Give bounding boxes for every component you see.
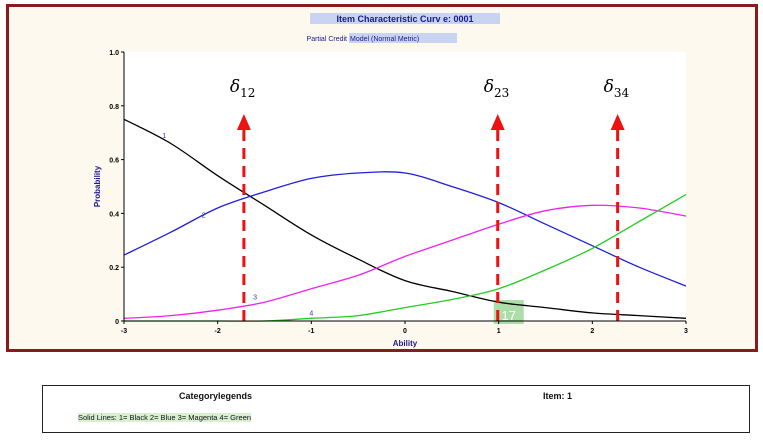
threshold-label-23: δ23: [484, 77, 510, 100]
x-axis-label: Ability: [393, 339, 418, 348]
y-tick-label: 0.4: [109, 211, 119, 218]
x-tick-label: -1: [308, 328, 314, 335]
title-highlight: [310, 13, 500, 24]
y-tick-label: 1.0: [109, 50, 119, 57]
y-axis-label: Probability: [93, 165, 102, 207]
subtitle-highlight: [349, 33, 457, 43]
x-tick-label: -3: [121, 328, 127, 335]
y-tick-label: 0.8: [109, 104, 119, 111]
plot-area: [124, 52, 686, 321]
threshold-arrowhead-12: [236, 114, 251, 130]
x-tick-label: 0: [403, 328, 407, 335]
y-tick-label: 0: [115, 319, 119, 326]
chart-title: Item Characteristic Curv e: 0001: [336, 14, 473, 24]
page-marker-label: 17: [501, 308, 515, 323]
series-label-3: 3: [253, 294, 257, 301]
y-tick-label: 0.2: [109, 265, 119, 272]
threshold-label-12: δ12: [230, 77, 256, 100]
x-tick-label: 3: [684, 328, 688, 335]
series-label-4: 4: [309, 311, 313, 318]
series-line-1: [123, 118, 687, 319]
category-legend-panel: Categorylegends Item: 1 Solid Lines: 1= …: [42, 385, 750, 433]
threshold-arrowhead-23: [490, 114, 505, 130]
legend-item-label: Item: 1: [543, 391, 573, 401]
chart-subtitle-part1: Partial Credit: [307, 36, 348, 43]
x-tick-label: -2: [215, 328, 221, 335]
threshold-arrowhead-34: [610, 114, 625, 130]
x-tick-label: 2: [590, 328, 594, 335]
legend-text: Solid Lines: 1= Black 2= Blue 3= Magenta…: [78, 413, 252, 422]
series-line-3: [123, 204, 687, 319]
y-tick-label: 0.6: [109, 158, 119, 165]
legend-title: Categorylegends: [179, 391, 253, 401]
item-characteristic-chart: Item Characteristic Curv e: 0001 Partial …: [93, 13, 688, 348]
series-label-1: 1: [162, 133, 166, 140]
x-tick-label: 1: [497, 328, 501, 335]
threshold-label-34: δ34: [604, 77, 630, 100]
series-line-2: [123, 171, 687, 287]
series-label-2: 2: [202, 212, 206, 219]
chart-subtitle-part2: Model (Normal Metric): [350, 36, 419, 43]
